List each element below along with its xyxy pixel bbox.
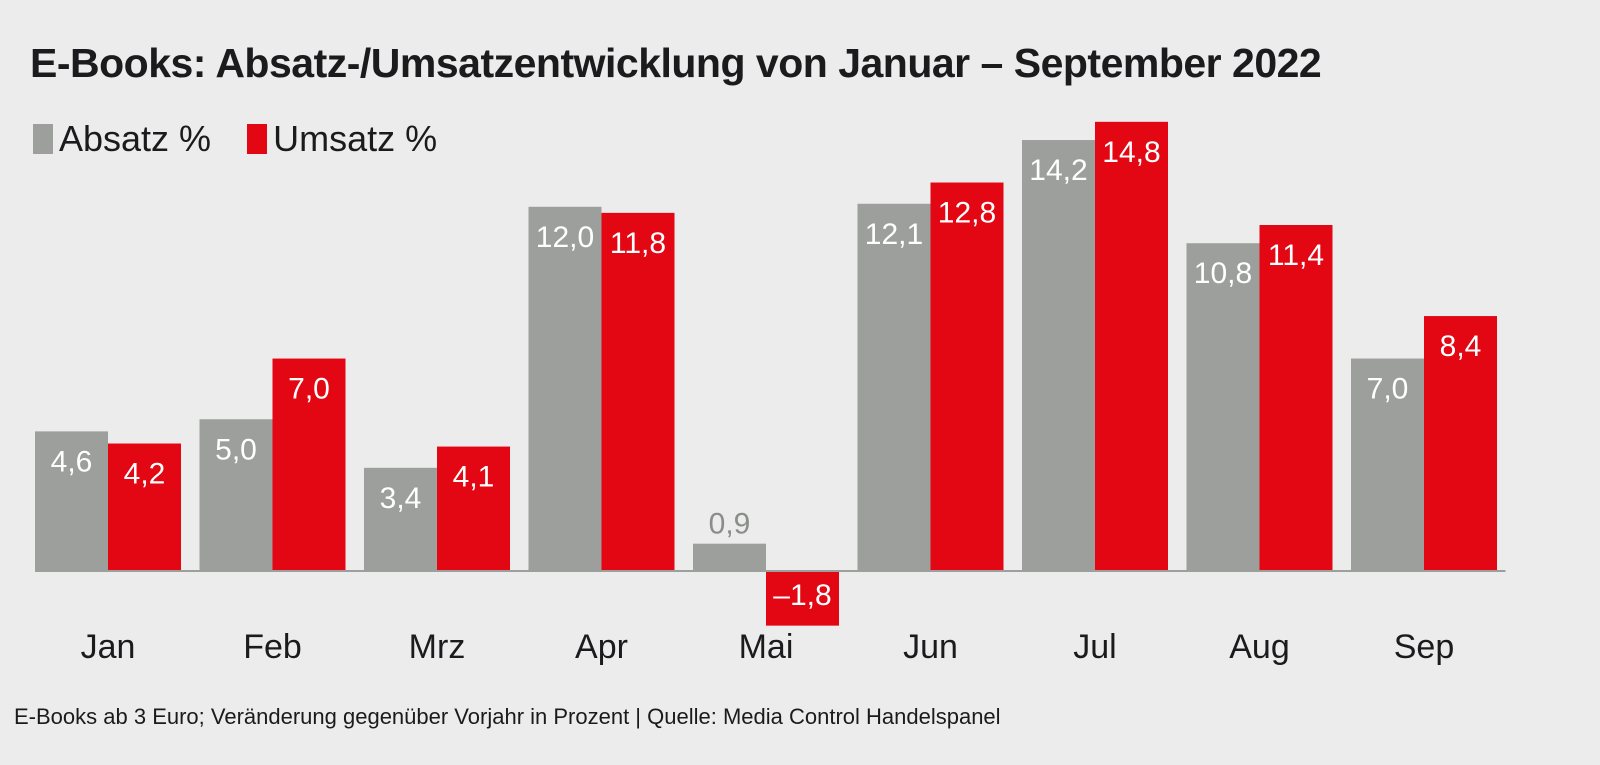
- value-label: –1,8: [773, 579, 831, 612]
- bar-absatz-apr: [528, 206, 602, 572]
- bar-absatz-feb: [199, 419, 273, 571]
- legend-item-absatz: Absatz %: [33, 118, 211, 160]
- legend-swatch-absatz: [33, 124, 53, 154]
- value-label: 7,0: [288, 373, 330, 406]
- value-label: 8,4: [1440, 330, 1482, 363]
- value-label: 7,0: [1367, 373, 1409, 406]
- bar-umsatz-apr: [601, 212, 675, 571]
- x-tick-label: Jan: [81, 628, 136, 666]
- x-tick-label: Mai: [739, 628, 794, 666]
- chart-footnote: E-Books ab 3 Euro; Veränderung gegenüber…: [14, 704, 1001, 729]
- bar-umsatz-jul: [1095, 121, 1168, 571]
- bar-umsatz-mai: [766, 571, 839, 626]
- value-label: 5,0: [215, 433, 257, 466]
- bar-umsatz-sep: [1424, 316, 1497, 571]
- bar-absatz-aug: [1186, 243, 1260, 571]
- legend-swatch-umsatz: [247, 124, 268, 154]
- bar-umsatz-jan: [108, 443, 181, 571]
- chart-title: E-Books: Absatz-/Umsatzentwicklung von J…: [30, 40, 1322, 86]
- bar-absatz-sep: [1351, 358, 1424, 571]
- value-label: 11,4: [1268, 239, 1324, 272]
- value-label: 14,8: [1102, 136, 1160, 169]
- bar-absatz-mrz: [364, 467, 437, 571]
- bar-absatz-jun: [857, 203, 931, 571]
- x-tick-label: Feb: [243, 628, 302, 666]
- value-label: 14,2: [1029, 154, 1087, 187]
- x-tick-label: Mrz: [409, 628, 466, 666]
- value-label: 12,0: [536, 221, 594, 254]
- x-tick-label: Apr: [575, 628, 628, 666]
- x-tick-label: Jul: [1073, 628, 1116, 666]
- value-label: 0,9: [709, 508, 751, 541]
- value-label: 12,1: [865, 218, 923, 251]
- x-tick-label: Sep: [1394, 628, 1455, 666]
- legend-label-umsatz: Umsatz %: [273, 118, 438, 159]
- value-label: 4,6: [51, 445, 93, 478]
- bar-umsatz-mrz: [437, 446, 510, 571]
- value-label: 12,8: [938, 197, 996, 230]
- legend-label-absatz: Absatz %: [59, 118, 212, 159]
- value-label: 4,1: [453, 461, 495, 494]
- legend: Absatz % Umsatz %: [33, 118, 473, 160]
- bar-umsatz-aug: [1259, 225, 1333, 571]
- bar-absatz-jul: [1022, 140, 1095, 571]
- bar-umsatz-jun: [930, 182, 1004, 571]
- x-tick-label: Jun: [903, 628, 958, 666]
- value-label: 3,4: [380, 482, 422, 515]
- bar-absatz-jan: [35, 431, 108, 571]
- value-label: 11,8: [610, 227, 666, 260]
- value-label: 4,2: [124, 458, 166, 491]
- legend-item-umsatz: Umsatz %: [247, 118, 437, 160]
- bar-umsatz-feb: [272, 358, 346, 571]
- x-tick-label: Aug: [1229, 628, 1290, 666]
- value-label: 10,8: [1194, 257, 1252, 290]
- bar-absatz-mai: [693, 543, 766, 571]
